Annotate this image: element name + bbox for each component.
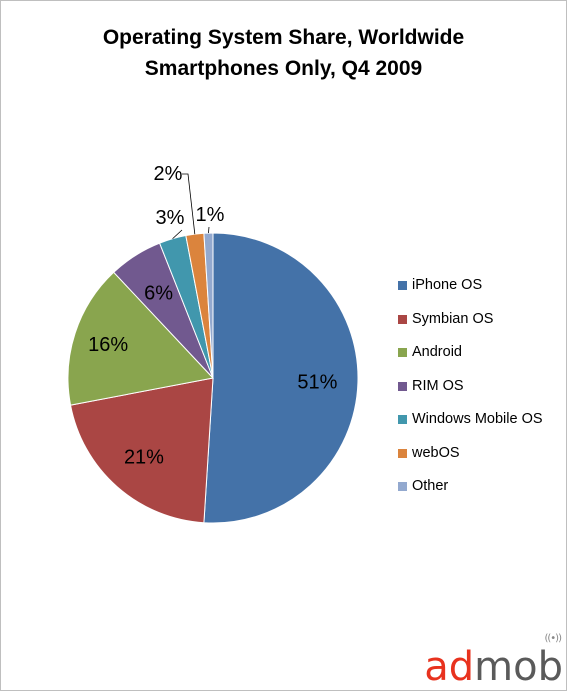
legend-item-other: Other [398, 476, 563, 510]
legend-item-windows-mobile-os: Windows Mobile OS [398, 409, 563, 443]
admob-logo-text: admob [424, 645, 563, 689]
legend-label: Android [412, 344, 462, 360]
legend-swatch [398, 281, 407, 290]
data-label-other: 1% [196, 204, 225, 226]
legend-label: Other [412, 478, 449, 494]
legend-swatch [398, 381, 407, 391]
chart-subtitle: Smartphones Only, Q4 2009 [144, 57, 423, 80]
data-label-iphone-os: 51% [297, 371, 337, 393]
data-label-webos: 2% [154, 163, 183, 185]
chart-title: Operating System Share, Worldwide [102, 26, 465, 49]
legend-swatch [398, 448, 407, 458]
legend-swatch [398, 348, 407, 357]
leader-line-windows-mobile-os [172, 229, 183, 240]
chart-legend: iPhone OS Symbian OS Android RIM OS Windows … [398, 275, 563, 510]
legend-swatch [398, 415, 407, 424]
admob-logo: ((•)) admob [413, 629, 563, 689]
leader-line-other [208, 226, 210, 234]
legend-label: iPhone OS [412, 277, 483, 293]
pie-slice-symbian-os [69, 377, 214, 524]
legend-item-symbian-os: Symbian OS [398, 309, 563, 343]
legend-item-android: Android [398, 342, 563, 376]
logo-text-ad: ad [424, 644, 475, 690]
legend-item-iphone-os: iPhone OS [398, 275, 563, 309]
chart-title-block: Operating System Share, Worldwide Smartp… [0, 22, 567, 84]
pie-slice-android [67, 271, 214, 406]
legend-item-rim-os: RIM OS [398, 376, 563, 410]
legend-swatch [398, 314, 407, 324]
data-label-symbian-os: 21% [124, 446, 164, 468]
logo-text-mob: mob [474, 644, 563, 690]
data-label-rim-os: 6% [144, 282, 173, 304]
legend-swatch [398, 482, 407, 491]
data-label-windows-mobile-os: 3% [156, 207, 185, 229]
legend-item-webos: webOS [398, 443, 563, 477]
legend-label: Windows Mobile OS [412, 411, 543, 427]
data-label-android: 16% [88, 334, 128, 356]
leader-line-webos [182, 173, 196, 235]
signal-waves-icon: ((•)) [544, 633, 561, 644]
legend-label: Symbian OS [412, 310, 494, 327]
legend-label: webOS [412, 444, 460, 461]
pie-slice-iphone-os [203, 232, 359, 524]
legend-label: RIM OS [412, 377, 464, 394]
